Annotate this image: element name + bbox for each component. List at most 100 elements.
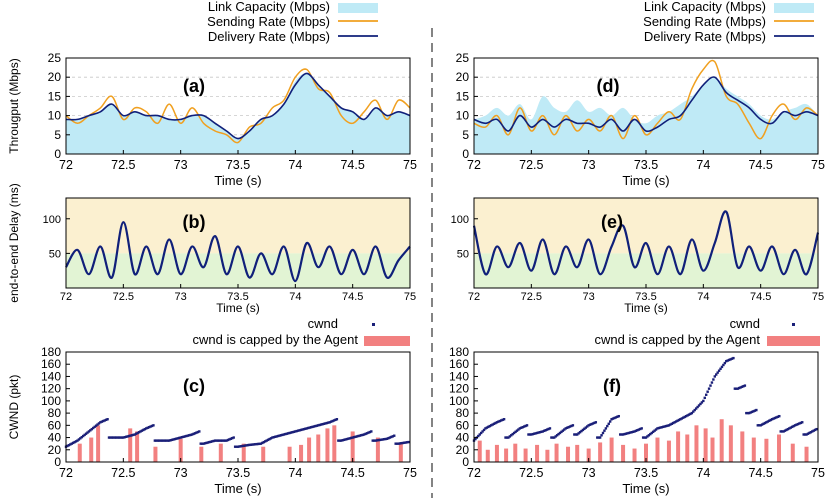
capped-bar — [535, 444, 540, 462]
cwnd-point — [104, 418, 108, 422]
cwnd-point — [334, 418, 337, 422]
cwnd-point — [143, 427, 147, 431]
capped-bar — [728, 425, 733, 462]
cwnd-point — [312, 425, 316, 428]
cwnd-point — [512, 431, 516, 435]
cwnd-point — [96, 423, 99, 426]
cwnd-point — [620, 433, 623, 436]
cwnd-point — [567, 425, 570, 429]
cwnd-point — [799, 421, 802, 425]
cwnd-point — [598, 436, 602, 439]
cwnd-point — [613, 416, 616, 420]
capped-bar — [655, 437, 660, 462]
cwnd-point — [786, 427, 790, 431]
cwnd-point — [740, 385, 744, 389]
cwnd-point — [518, 427, 522, 430]
capped-bar — [751, 437, 756, 462]
cwnd-point — [318, 423, 321, 427]
cwnd-point — [150, 424, 154, 428]
cwnd-point — [103, 419, 106, 422]
capped-bar — [77, 443, 82, 462]
y-tick-label: 10 — [456, 109, 470, 123]
capped-bar — [764, 438, 769, 462]
cwnd-point — [709, 384, 712, 387]
y-tick-label: 100 — [451, 214, 469, 226]
cwnd-point — [554, 435, 557, 438]
cwnd-point — [133, 433, 136, 436]
cwnd-point — [393, 434, 396, 437]
cwnd-point — [525, 424, 529, 427]
cwnd-point — [561, 429, 565, 432]
capped-bar — [666, 440, 671, 462]
cwnd-point — [568, 425, 572, 428]
cwnd-point — [801, 421, 804, 424]
x-tick-label: 74.5 — [342, 291, 363, 303]
x-tick-label: 73.5 — [227, 291, 248, 303]
x-tick-label: 73 — [583, 291, 595, 303]
cwnd-point — [505, 436, 509, 439]
capped-bar — [777, 434, 782, 462]
cwnd-point — [87, 430, 91, 433]
cwnd-point — [294, 430, 297, 433]
capped-bar — [398, 443, 403, 462]
cwnd-point — [119, 436, 122, 439]
cwnd-point — [337, 439, 340, 442]
y-tick-label: 20 — [456, 443, 470, 457]
cwnd-point — [291, 431, 294, 434]
capped-bar — [545, 449, 550, 462]
cwnd-point — [271, 436, 274, 439]
cwnd-point — [672, 421, 675, 425]
cwnd-point — [325, 421, 329, 425]
y-tick-label: 60 — [48, 418, 62, 432]
cwnd-point — [706, 390, 709, 393]
x-tick-label: 73.5 — [635, 291, 656, 303]
legend-label-link-capacity: Link Capacity (Mbps) — [644, 0, 766, 14]
cwnd-point — [213, 439, 217, 442]
cwnd-point — [680, 417, 684, 420]
panel-label: (f) — [603, 376, 621, 396]
cwnd-point — [643, 436, 646, 439]
cwnd-point — [653, 429, 656, 432]
x-tick-label: 74.5 — [340, 158, 364, 172]
cwnd-point — [192, 432, 195, 436]
capped-bar — [586, 448, 591, 462]
cwnd-point — [100, 420, 104, 423]
cwnd-point — [355, 435, 359, 438]
cwnd-point — [139, 430, 142, 433]
cwnd-point — [514, 430, 517, 434]
cwnd-point — [788, 427, 791, 430]
cwnd-point — [375, 439, 379, 442]
cwnd-point — [117, 436, 121, 439]
cwnd-point — [241, 444, 244, 448]
cwnd-point — [179, 436, 182, 439]
cwnd-point — [276, 434, 280, 438]
cwnd-point — [760, 423, 764, 426]
cwnd-point — [477, 434, 480, 438]
cwnd-point — [74, 440, 78, 443]
cwnd-point — [246, 443, 250, 447]
cwnd-point — [696, 405, 699, 409]
cwnd-point — [368, 430, 372, 434]
y-tick-label: 160 — [449, 357, 469, 371]
capped-bar — [199, 446, 204, 462]
cwnd-point — [156, 439, 159, 442]
capped-bar — [575, 444, 580, 462]
x-tick-label: 73.5 — [226, 466, 250, 480]
delay-band-high — [66, 198, 410, 254]
cwnd-point — [168, 439, 171, 442]
cwnd-point — [146, 426, 149, 429]
panel-label: (b) — [183, 212, 206, 232]
cwnd-point — [722, 363, 725, 367]
cwnd-point — [630, 431, 633, 434]
cwnd-point — [736, 387, 739, 390]
cwnd-point — [322, 422, 326, 426]
cwnd-point — [647, 434, 651, 437]
cwnd-point — [576, 433, 579, 436]
cwnd-point — [268, 437, 271, 441]
capped-bar — [632, 448, 637, 462]
cwnd-point — [321, 422, 324, 426]
x-tick-label: 72 — [467, 158, 481, 172]
cwnd-point — [266, 438, 270, 442]
x-tick-label: 73 — [175, 291, 187, 303]
cwnd-point — [600, 434, 603, 437]
